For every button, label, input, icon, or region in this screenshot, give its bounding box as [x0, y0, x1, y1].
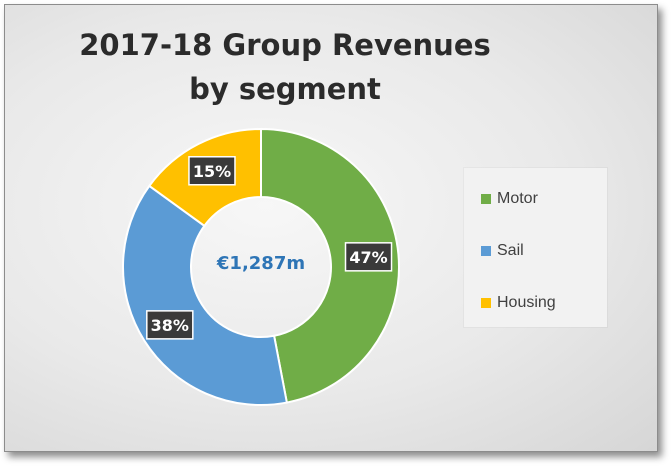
- legend-item-housing: Housing: [481, 294, 556, 312]
- data-label-motor: 47%: [344, 242, 393, 272]
- data-label-text-housing: 15%: [193, 162, 231, 181]
- chart-title: 2017-18 Group Revenues by segment: [5, 23, 565, 111]
- legend-swatch-housing: [481, 298, 491, 308]
- slice-motor: [260, 127, 400, 404]
- data-label-sail: 38%: [146, 310, 194, 340]
- chart-legend: Motor Sail Housing: [464, 168, 607, 327]
- chart-title-line2: by segment: [189, 72, 381, 106]
- data-label-box-motor: [344, 242, 393, 272]
- data-label-text-sail: 38%: [151, 316, 189, 335]
- chart-card: 2017-18 Group Revenues by segment €1,287…: [4, 4, 658, 452]
- legend-item-motor: Motor: [481, 190, 538, 208]
- chart-title-line1: 2017-18 Group Revenues: [79, 28, 491, 62]
- slice-sail: [122, 184, 289, 406]
- data-label-text-motor: 47%: [349, 248, 387, 267]
- legend-label-sail: Sail: [497, 242, 524, 259]
- data-label-box-sail: [146, 310, 194, 340]
- legend-swatch-sail: [481, 246, 491, 256]
- data-label-housing: 15%: [188, 156, 236, 186]
- legend-label-housing: Housing: [497, 294, 556, 311]
- legend-item-sail: Sail: [481, 242, 524, 260]
- donut-chart: €1,287m 47% 38% 15%: [122, 127, 400, 406]
- center-total-label: €1,287m: [216, 253, 305, 274]
- data-label-box-housing: [188, 156, 236, 186]
- legend-label-motor: Motor: [497, 190, 538, 207]
- legend-swatch-motor: [481, 194, 491, 204]
